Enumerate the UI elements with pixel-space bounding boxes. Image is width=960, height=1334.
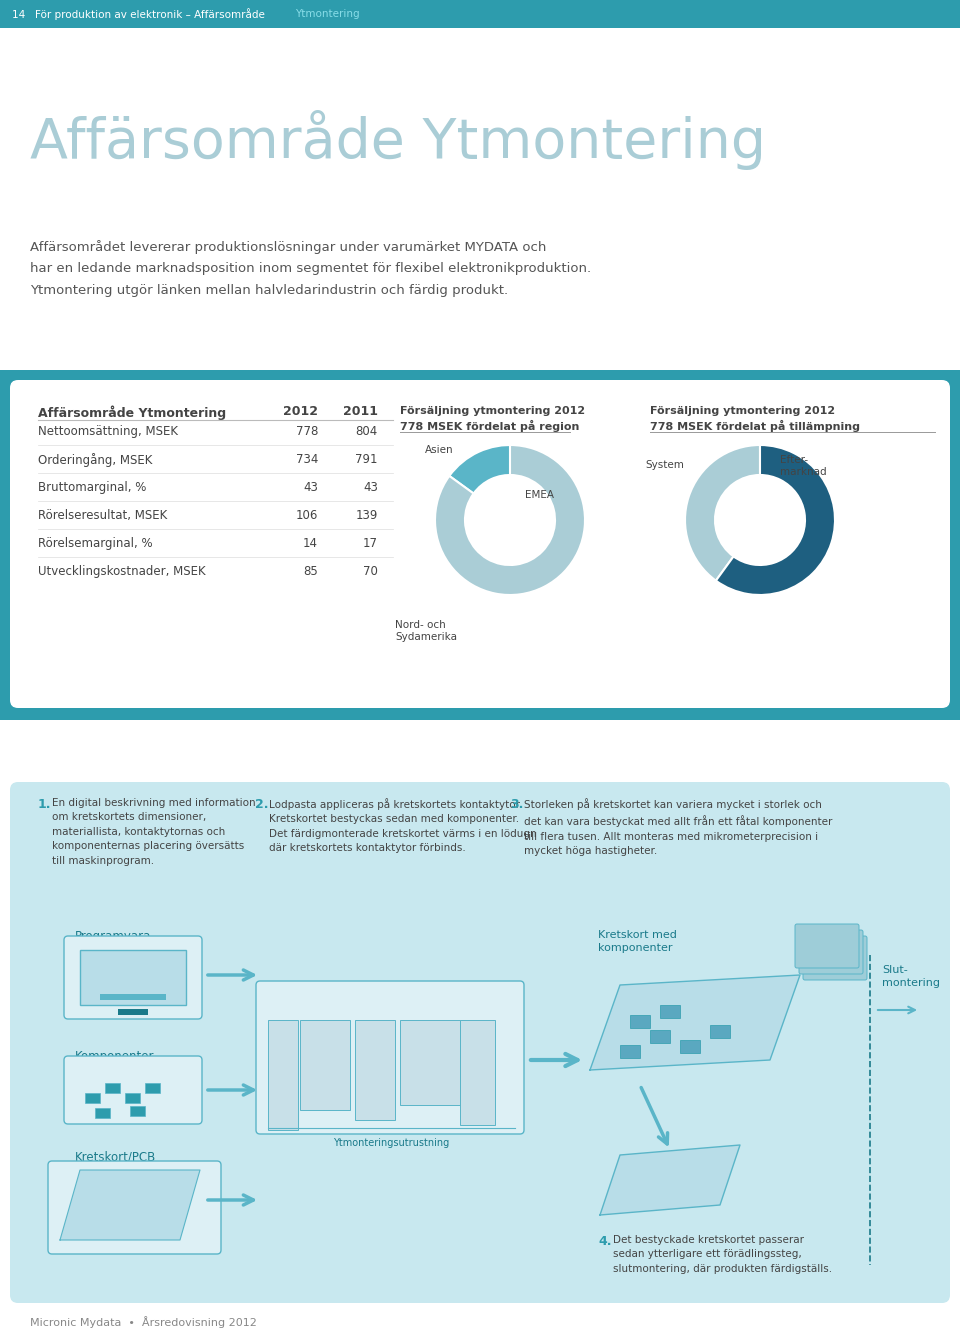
Polygon shape xyxy=(590,975,800,1070)
Bar xyxy=(650,1030,670,1043)
Bar xyxy=(268,1021,298,1130)
Text: 14: 14 xyxy=(303,538,318,550)
Text: En digital beskrivning med information
om kretskortets dimensioner,
materiallist: En digital beskrivning med information o… xyxy=(52,798,255,866)
Text: Programvara: Programvara xyxy=(75,930,152,943)
Text: Utvecklingskostnader, MSEK: Utvecklingskostnader, MSEK xyxy=(38,566,205,578)
Text: Ytmontering: Ytmontering xyxy=(295,9,360,19)
Bar xyxy=(355,1021,395,1121)
Wedge shape xyxy=(435,446,585,595)
Bar xyxy=(0,370,960,720)
Text: 85: 85 xyxy=(303,566,318,578)
Text: 2012: 2012 xyxy=(283,406,318,418)
Bar xyxy=(100,994,166,1000)
Wedge shape xyxy=(435,446,510,595)
Bar xyxy=(620,1045,640,1058)
Bar xyxy=(130,1106,145,1117)
FancyBboxPatch shape xyxy=(10,380,950,708)
FancyBboxPatch shape xyxy=(10,782,950,1303)
Bar xyxy=(80,950,186,1005)
Text: 43: 43 xyxy=(303,482,318,494)
Text: 43: 43 xyxy=(363,482,378,494)
Text: Slut-
montering: Slut- montering xyxy=(882,964,940,988)
Text: 3.: 3. xyxy=(510,798,523,811)
Text: 17: 17 xyxy=(363,538,378,550)
Text: 734: 734 xyxy=(296,454,318,466)
Text: Det bestyckade kretskortet passerar
sedan ytterligare ett förädlingssteg,
slutmo: Det bestyckade kretskortet passerar seda… xyxy=(613,1235,832,1274)
FancyBboxPatch shape xyxy=(795,924,859,968)
FancyBboxPatch shape xyxy=(48,1161,221,1254)
FancyBboxPatch shape xyxy=(803,936,867,980)
Text: Affärsområdet levererar produktionslösningar under varumärket MYDATA och: Affärsområdet levererar produktionslösni… xyxy=(30,240,546,253)
Text: System: System xyxy=(645,460,684,470)
Bar xyxy=(680,1041,700,1053)
Bar xyxy=(300,1021,350,1110)
FancyBboxPatch shape xyxy=(256,980,524,1134)
Bar xyxy=(0,0,960,28)
Text: Kretskort med
komponenter: Kretskort med komponenter xyxy=(598,930,677,954)
Bar xyxy=(400,1021,460,1105)
Bar xyxy=(85,1093,100,1103)
Text: 804: 804 xyxy=(356,426,378,438)
Text: Lodpasta appliceras på kretskortets kontaktytor.
Kretskortet bestyckas sedan med: Lodpasta appliceras på kretskortets kont… xyxy=(269,798,537,854)
Text: Affärsområde Ytmontering: Affärsområde Ytmontering xyxy=(30,109,766,169)
Text: 2011: 2011 xyxy=(343,406,378,418)
Bar xyxy=(660,1005,680,1018)
Polygon shape xyxy=(600,1145,740,1215)
Text: 106: 106 xyxy=(296,510,318,522)
Text: Nettoomsättning, MSEK: Nettoomsättning, MSEK xyxy=(38,426,178,438)
FancyBboxPatch shape xyxy=(64,936,202,1019)
Text: Rörelseresultat, MSEK: Rörelseresultat, MSEK xyxy=(38,510,167,522)
Text: Rörelsemarginal, %: Rörelsemarginal, % xyxy=(38,538,153,550)
Text: Komponenter: Komponenter xyxy=(75,1050,155,1063)
Bar xyxy=(118,1009,148,1015)
Text: Micronic Mydata  •  Årsredovisning 2012: Micronic Mydata • Årsredovisning 2012 xyxy=(30,1317,257,1327)
Text: Affärsområde Ytmontering: Affärsområde Ytmontering xyxy=(38,406,227,420)
Text: Orderingång, MSEK: Orderingång, MSEK xyxy=(38,454,153,467)
Bar xyxy=(145,1083,160,1093)
Text: 70: 70 xyxy=(363,566,378,578)
Text: Bruttomarginal, %: Bruttomarginal, % xyxy=(38,482,146,494)
Text: 1.: 1. xyxy=(38,798,52,811)
Text: Ytmontering utgör länken mellan halvledarindustrin och färdig produkt.: Ytmontering utgör länken mellan halvleda… xyxy=(30,284,508,297)
Wedge shape xyxy=(716,446,835,595)
Text: Storleken på kretskortet kan variera mycket i storlek och
det kan vara bestyckat: Storleken på kretskortet kan variera myc… xyxy=(524,798,832,856)
Wedge shape xyxy=(449,446,585,595)
Text: 778: 778 xyxy=(296,426,318,438)
Text: Försäljning ytmontering 2012: Försäljning ytmontering 2012 xyxy=(400,406,586,416)
Text: Micronic Mydatas ytmonteringsutrustning färdigställer kretskort i två processteg: Micronic Mydatas ytmonteringsutrustning … xyxy=(30,732,815,748)
Text: Efter-
marknad: Efter- marknad xyxy=(780,455,827,476)
Bar xyxy=(105,1083,120,1093)
Text: EMEA: EMEA xyxy=(525,490,554,500)
Bar xyxy=(460,1021,495,1125)
FancyBboxPatch shape xyxy=(64,1057,202,1125)
Text: 139: 139 xyxy=(355,510,378,522)
Bar xyxy=(95,1109,110,1118)
Text: Kretskort/PCB: Kretskort/PCB xyxy=(75,1150,156,1163)
Text: Nord- och
Sydamerika: Nord- och Sydamerika xyxy=(395,620,457,642)
Text: 778 MSEK fördelat på tillämpning: 778 MSEK fördelat på tillämpning xyxy=(650,420,860,432)
Text: Asien: Asien xyxy=(425,446,454,455)
Text: Ytmonteringsutrustning: Ytmonteringsutrustning xyxy=(333,1138,449,1149)
Wedge shape xyxy=(685,446,760,580)
Text: 4.: 4. xyxy=(598,1235,612,1249)
FancyBboxPatch shape xyxy=(799,930,863,974)
Text: 791: 791 xyxy=(355,454,378,466)
Text: har en ledande marknadsposition inom segmentet för flexibel elektronikproduktion: har en ledande marknadsposition inom seg… xyxy=(30,261,591,275)
Text: 778 MSEK fördelat på region: 778 MSEK fördelat på region xyxy=(400,420,580,432)
Text: Försäljning ytmontering 2012: Försäljning ytmontering 2012 xyxy=(650,406,835,416)
Polygon shape xyxy=(60,1170,200,1241)
Text: 14   För produktion av elektronik – Affärsområde: 14 För produktion av elektronik – Affärs… xyxy=(12,8,268,20)
Bar xyxy=(125,1093,140,1103)
Text: på kretskortets kontaktytor. Därefter bestyckas kretskortet med komponenter.: på kretskortets kontaktytor. Därefter be… xyxy=(30,754,606,771)
Text: 2.: 2. xyxy=(255,798,269,811)
Bar xyxy=(630,1015,650,1029)
Bar xyxy=(710,1025,730,1038)
